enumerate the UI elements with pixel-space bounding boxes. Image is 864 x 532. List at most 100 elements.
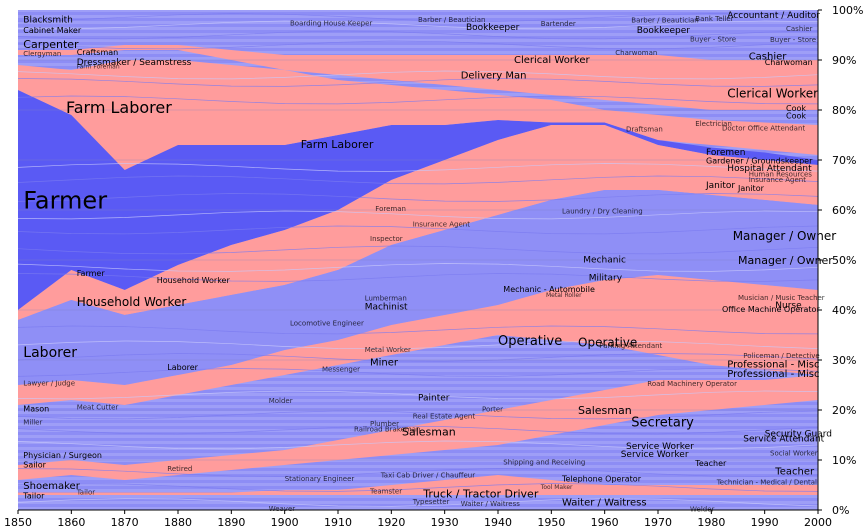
occupation-label: Parking Attendant <box>599 342 662 350</box>
occupation-label: Tool Maker <box>540 484 573 491</box>
x-tick-label: 1860 <box>57 516 85 529</box>
band-divider <box>17 440 819 450</box>
occupation-label: Waiter / Waitress <box>562 498 647 509</box>
y-tick-label: 0% <box>832 504 849 517</box>
y-tick-label: 90% <box>832 54 856 67</box>
occupation-label: Musician / Music Teacher <box>738 294 825 302</box>
occupation-label: Security Guard <box>765 430 832 440</box>
occupation-labels: Farmer Farm Laborer Farm Laborer Household … <box>22 11 836 513</box>
band-texture <box>17 13 819 507</box>
occupation-label: Mechanic <box>583 256 626 266</box>
occupation-label: Technician - Medical / Dental <box>716 478 817 486</box>
occupation-label: Human Resources <box>749 170 813 178</box>
y-axis: 0% 10% 20% 30% 40% 50% 60% 70% 80% 90% 100% <box>817 4 863 517</box>
occupation-label: Plumber <box>370 420 399 428</box>
band-divider <box>17 325 819 335</box>
grid-lines <box>18 59 818 461</box>
occupation-label: Doctor Office Attendant <box>722 124 805 132</box>
x-tick-label: 1890 <box>217 516 245 529</box>
occupation-label: Teamster <box>369 487 402 495</box>
occupation-label: Carpenter <box>23 38 79 51</box>
y-tick-label: 20% <box>832 404 856 417</box>
occupation-label: Manager / Owner <box>733 229 837 243</box>
occupation-label: Cook <box>786 104 806 113</box>
occupation-label: Cook <box>786 111 806 120</box>
occupation-label: Office Machine Operator <box>722 305 820 314</box>
y-tick-label: 60% <box>832 204 856 217</box>
occupation-label: Teacher <box>774 467 815 478</box>
occupation-label: Road Machinery Operator <box>647 380 737 388</box>
occupation-label: Messenger <box>322 365 360 373</box>
band-divider <box>17 410 819 420</box>
occupation-label: Lawyer / Judge <box>23 379 75 387</box>
occupation-label: Locomotive Engineer <box>290 319 364 327</box>
y-tick-label: 40% <box>832 304 856 317</box>
occupation-label: Barber / Beautician <box>631 16 698 24</box>
band-divider <box>17 163 819 172</box>
occupation-label: Cashier <box>749 52 788 63</box>
occupation-label: Nurse <box>775 301 802 311</box>
occupation-label: Shipping and Receiving <box>503 458 585 466</box>
occupation-label: Telephone Operator <box>561 474 642 483</box>
band-divider <box>17 483 819 492</box>
occupation-label: Inspector <box>370 235 403 243</box>
occupation-label: Real Estate Agent <box>413 412 476 420</box>
band-divider <box>17 13 819 22</box>
occupation-label: Farm Foreman <box>77 64 120 71</box>
occupation-label: Secretary <box>631 416 694 431</box>
occupation-label: Taxi Cab Driver / Chauffeur <box>380 471 476 479</box>
band-farm-laborer <box>18 60 818 170</box>
occupation-label: Metal Roller <box>546 292 582 299</box>
occupation-label: Insurance Agent <box>413 220 471 228</box>
occupation-label: Painter <box>418 394 450 404</box>
occupation-label: Salesman <box>578 404 632 417</box>
occupation-label: Shoemaker <box>23 481 80 492</box>
band-divider <box>17 498 819 507</box>
occupation-label: Bartender <box>541 20 576 28</box>
occupation-label: Service Attendant <box>743 435 824 445</box>
band-divider <box>17 95 819 105</box>
x-tick-label: 1910 <box>324 516 352 529</box>
band-divider <box>17 175 819 185</box>
occupation-label: Clerical Worker <box>514 55 591 66</box>
occupation-label: Mason <box>23 404 49 413</box>
occupation-label: Sailor <box>23 460 46 469</box>
occupation-label: Physician / Surgeon <box>23 451 102 460</box>
occupation-label: Laborer <box>23 345 77 361</box>
band-clerical-worker <box>18 45 818 110</box>
band-truck-tractor-driver <box>18 475 818 495</box>
band-divider <box>17 390 819 400</box>
band-divider <box>17 40 819 50</box>
x-tick-label: 1870 <box>111 516 139 529</box>
occupation-label: Gardener / Groundskeeper <box>706 156 813 165</box>
occupation-label: Farmer <box>77 269 106 278</box>
band-divider <box>17 78 819 87</box>
occupation-label: Foreman <box>375 205 406 213</box>
x-tick-label: 1960 <box>591 516 619 529</box>
occupation-label: Meat Cutter <box>77 403 119 411</box>
x-tick-label: 1850 <box>4 516 32 529</box>
y-tick-label: 100% <box>832 4 863 17</box>
occupation-label: Truck / Tractor Driver <box>422 487 539 500</box>
band-salesman <box>18 375 818 480</box>
occupation-label: Bookkeeper <box>466 23 520 33</box>
band-divider <box>17 210 819 220</box>
occupation-label: Clerical Worker <box>727 87 818 101</box>
occupation-label: Charwoman <box>765 58 813 67</box>
band-laborer <box>18 190 818 385</box>
occupation-label: Blacksmith <box>23 16 73 26</box>
band-divider <box>17 30 819 40</box>
occupation-label: Buyer - Store <box>770 36 816 44</box>
occupation-label: Delivery Man <box>461 71 527 82</box>
band-divider <box>17 225 819 235</box>
band-divider <box>17 425 819 435</box>
occupation-label: Barber / Beautician <box>418 16 485 24</box>
x-tick-label: 1950 <box>537 516 565 529</box>
y-tick-label: 10% <box>832 454 856 467</box>
x-tick-label: 1980 <box>697 516 725 529</box>
occupation-label: Boarding House Keeper <box>290 19 372 27</box>
x-tick-label: 2000 <box>804 516 832 529</box>
occupation-label: Metal Worker <box>365 346 411 354</box>
occupation-label: Waiter / Waitress <box>461 500 521 508</box>
